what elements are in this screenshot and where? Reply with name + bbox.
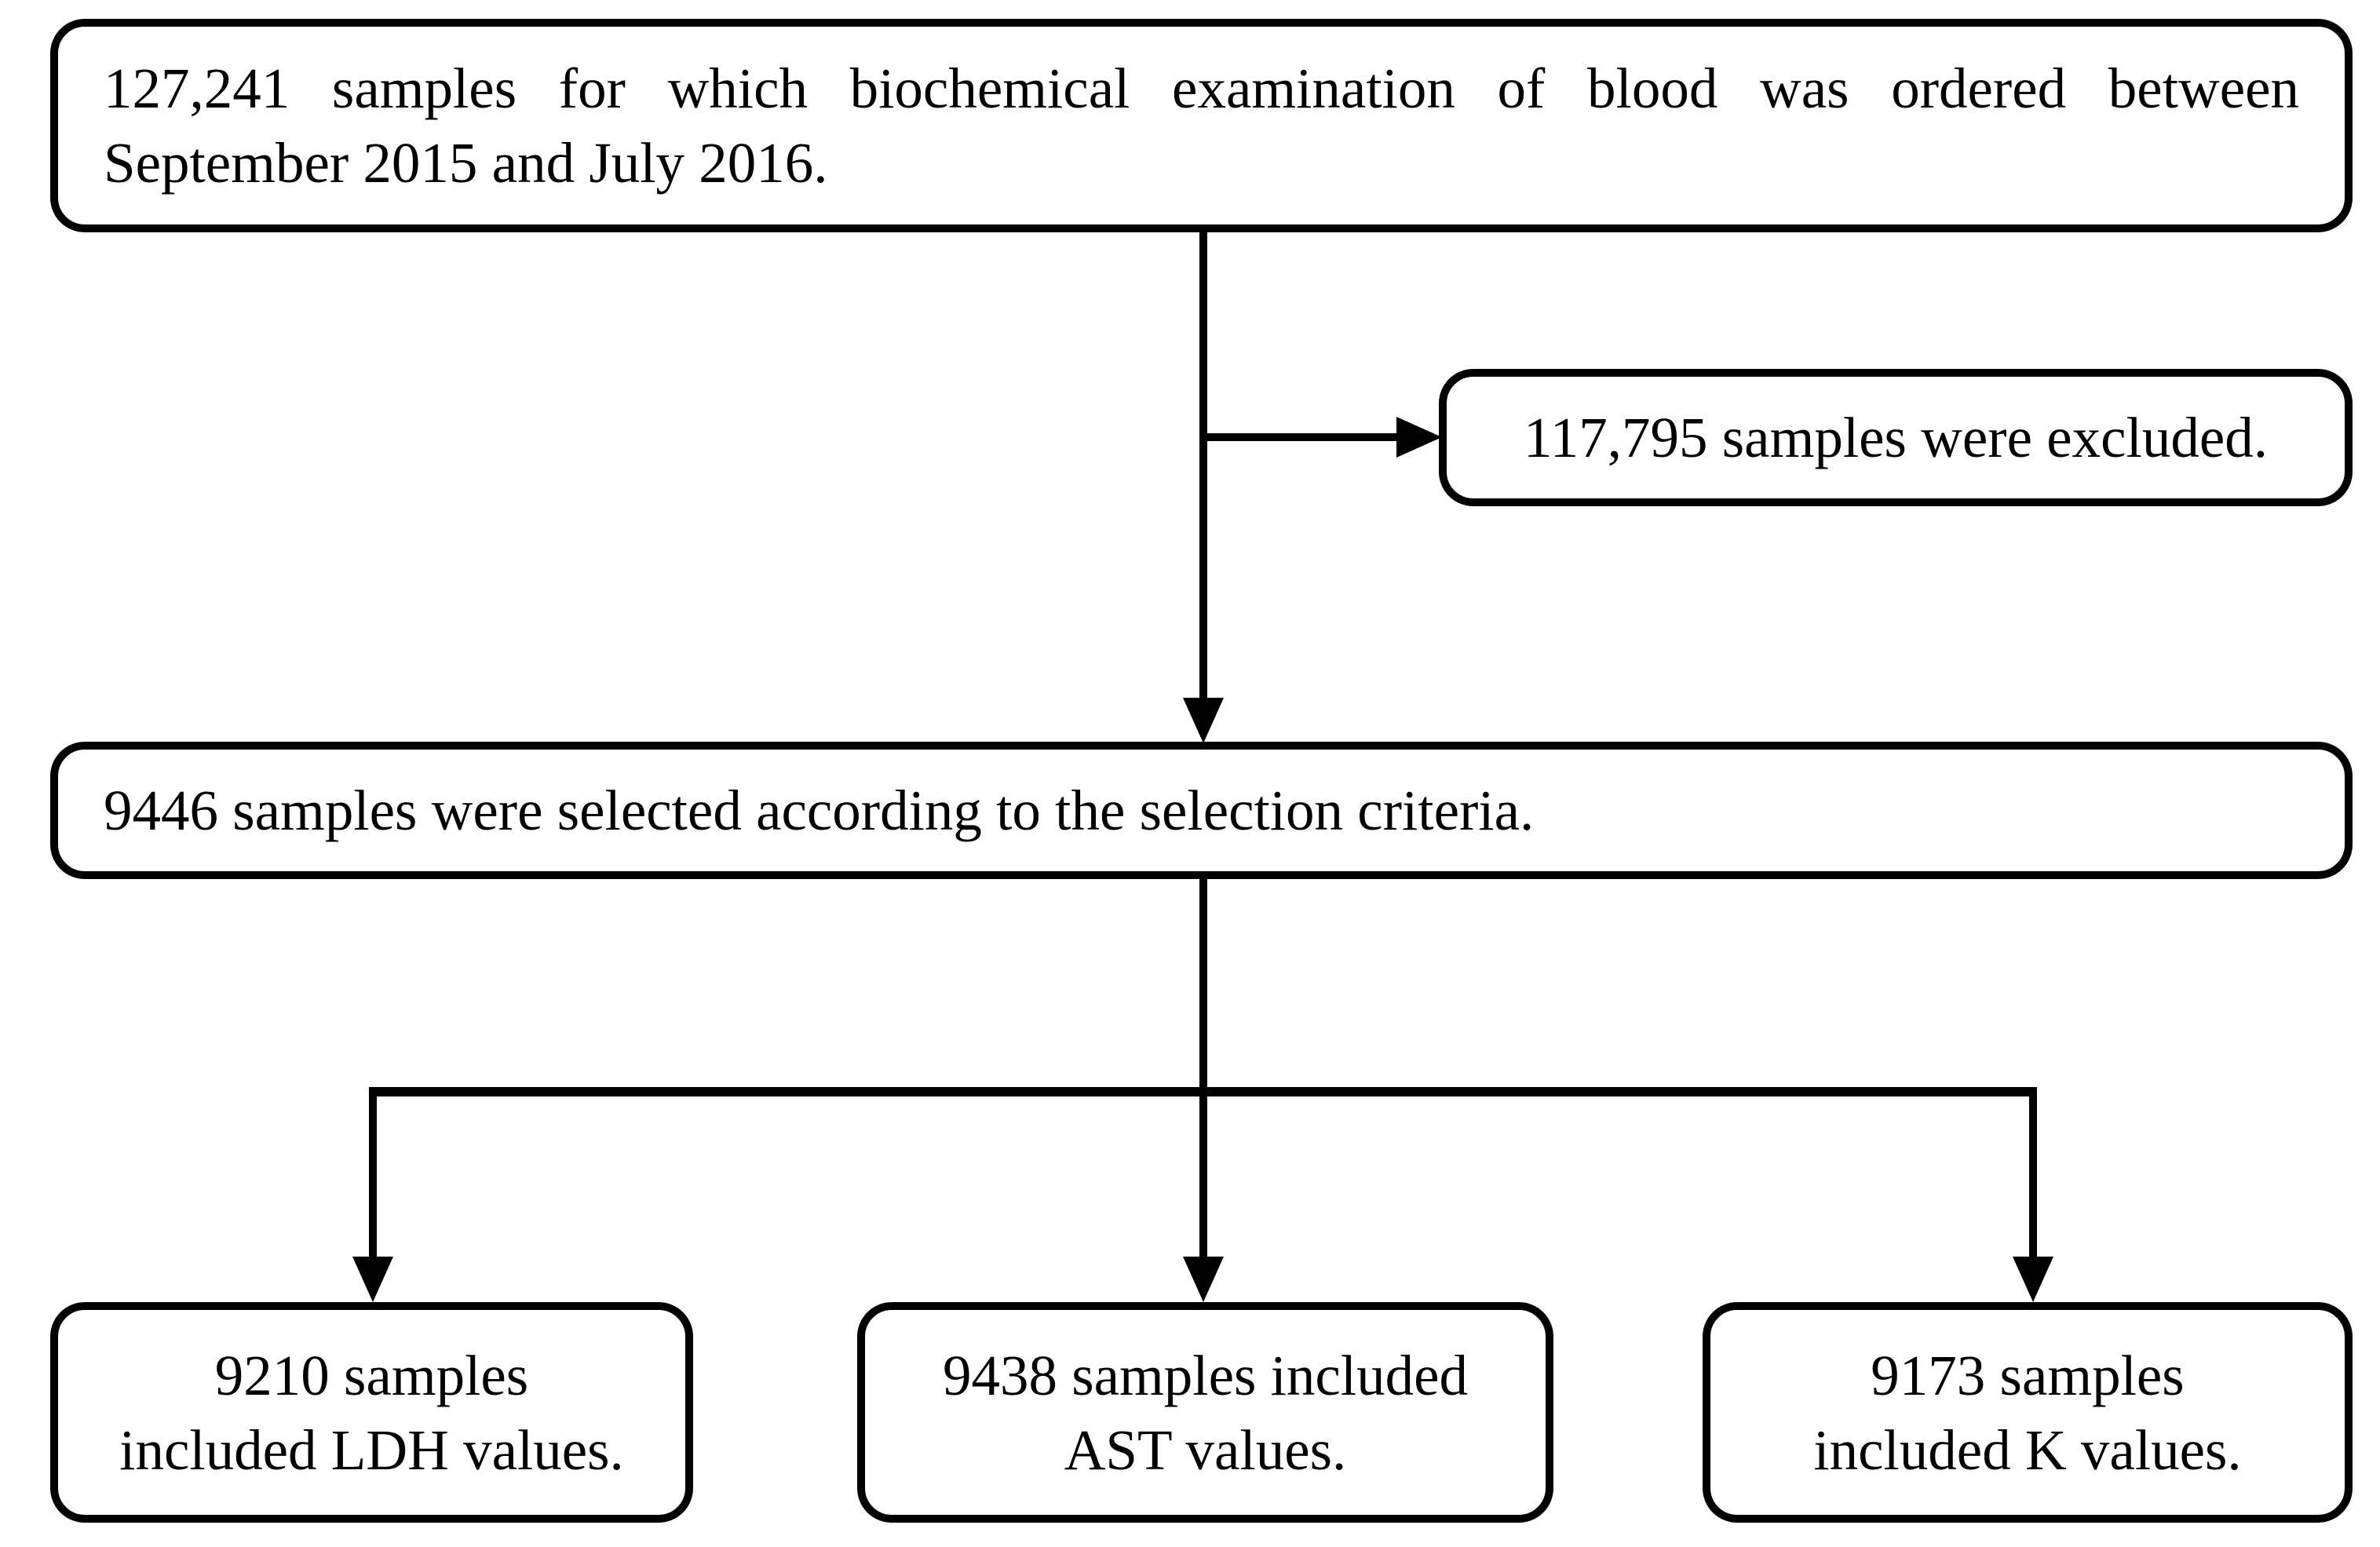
- node-excluded-text: 117,795 samples were excluded.: [1523, 406, 2269, 469]
- node-ast-line-2: AST values.: [1064, 1417, 1347, 1482]
- arrowhead-into-excluded: [1396, 417, 1442, 458]
- connector-branch-to-ldh: [369, 1087, 377, 1258]
- arrowhead-into-selected: [1183, 698, 1224, 743]
- node-k-samples: 9173 samples included K values.: [1703, 1302, 2353, 1523]
- node-source-samples: 127,241 samples for which biochemical ex…: [50, 19, 2353, 232]
- node-ldh-line-1: 9210 samples: [214, 1343, 529, 1407]
- arrowhead-into-ast: [1183, 1257, 1224, 1302]
- connector-source-to-excluded: [1199, 433, 1397, 441]
- arrowhead-into-ldh: [352, 1257, 393, 1302]
- node-ldh-samples: 9210 samples included LDH values.: [50, 1302, 693, 1523]
- node-ast-samples: 9438 samples included AST values.: [857, 1302, 1553, 1523]
- node-excluded-samples: 117,795 samples were excluded.: [1439, 369, 2353, 506]
- node-ast-line-1: 9438 samples included: [942, 1343, 1469, 1407]
- node-selected-samples: 9446 samples were selected according to …: [50, 742, 2353, 879]
- node-source-line-1: 127,241 samples for which biochemical ex…: [104, 57, 2299, 120]
- node-source-line-2: September 2015 and July 2016.: [104, 131, 828, 195]
- node-ldh-line-2: included LDH values.: [119, 1417, 624, 1482]
- connector-selected-to-branch: [1199, 879, 1207, 1092]
- node-k-line-2: included K values.: [1813, 1417, 2242, 1482]
- connector-source-to-selected: [1199, 232, 1207, 699]
- node-k-line-1: 9173 samples: [1871, 1343, 2185, 1407]
- connector-branch-to-k: [2029, 1087, 2037, 1258]
- node-selected-text: 9446 samples were selected according to …: [104, 779, 1535, 842]
- connector-branch-to-ast: [1199, 1092, 1207, 1258]
- arrowhead-into-k: [2013, 1257, 2053, 1302]
